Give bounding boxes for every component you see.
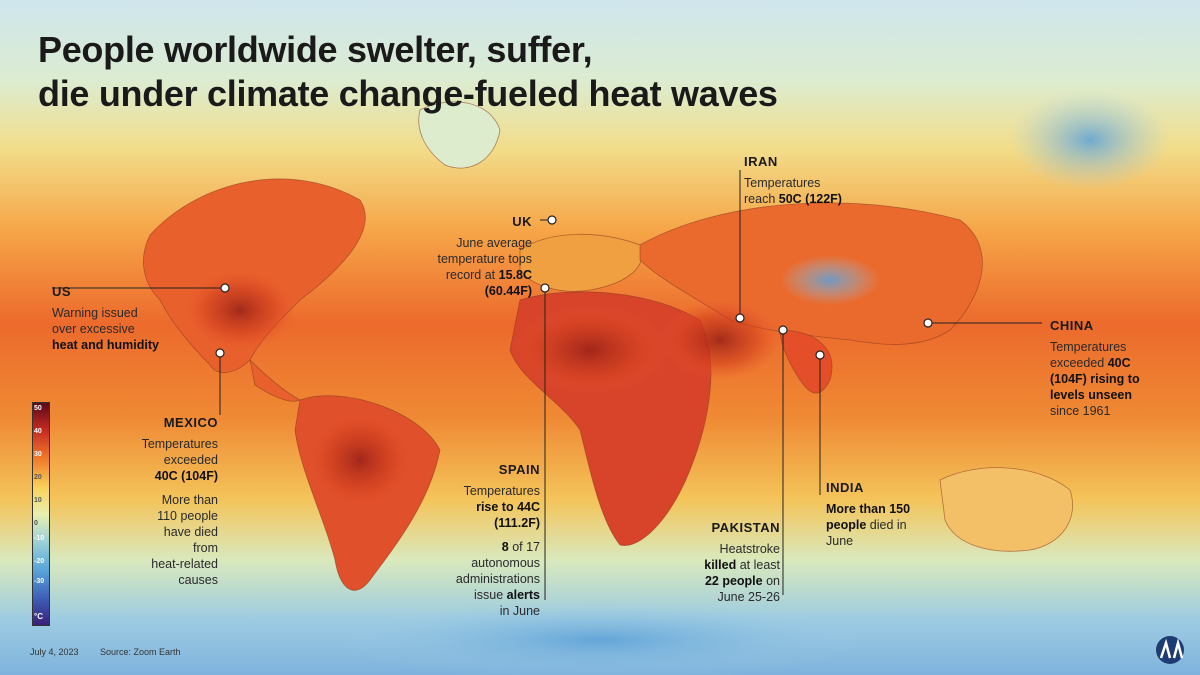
callout-uk-name: UK	[512, 214, 532, 229]
callout-us: US Warning issued over excessive heat an…	[52, 284, 222, 353]
callout-mexico-text: from	[193, 541, 218, 555]
heat-hotspots	[185, 90, 1170, 675]
callout-mexico-text: Temperatures	[141, 437, 218, 451]
callout-spain-text: administrations	[455, 572, 540, 586]
callout-iran: IRAN Temperatures reach 50C (122F)	[744, 154, 874, 207]
callout-us-text: over excessive	[52, 322, 135, 336]
callout-pakistan-text: on	[762, 574, 780, 588]
footer-source: Source: Zoom Earth	[100, 647, 181, 657]
legend-tick: -20	[34, 558, 45, 565]
china-marker	[923, 318, 933, 328]
callout-india-name: INDIA	[826, 480, 864, 495]
callout-mexico-text: have died	[163, 525, 218, 539]
callout-uk-text: June average	[456, 236, 532, 250]
callout-mexico-text: More than	[161, 493, 218, 507]
callout-mexico-text: exceeded	[163, 453, 218, 467]
callout-pakistan-text: at least	[736, 558, 780, 572]
callout-spain-name: SPAIN	[498, 462, 540, 477]
callout-india-text: died in	[866, 518, 907, 532]
callout-pakistan: PAKISTAN Heatstroke killed at least 22 p…	[680, 520, 780, 605]
australia	[939, 467, 1073, 552]
callout-china-name: CHINA	[1050, 318, 1094, 333]
callout-spain-text: Temperatures	[463, 484, 540, 498]
callout-spain-text: in June	[499, 604, 540, 618]
callout-china-text: Temperatures	[1050, 340, 1127, 354]
callout-china-text: since 1961	[1050, 404, 1111, 418]
callout-mexico: MEXICO Temperatures exceeded 40C (104F) …	[110, 415, 218, 588]
callout-iran-text: Temperatures	[744, 176, 821, 190]
spain-marker	[540, 283, 550, 293]
legend-tick: -10	[34, 535, 45, 542]
callout-iran-text: reach	[744, 192, 779, 206]
callout-us-highlight: heat and humidity	[52, 338, 159, 352]
footer-date: July 4, 2023	[30, 647, 79, 657]
callout-spain-text: autonomous	[471, 556, 540, 570]
callout-india-text: June	[826, 534, 854, 548]
callout-uk-text: record at	[445, 268, 499, 282]
callout-spain: SPAIN Temperatures rise to 44C (111.2F) …	[430, 462, 540, 619]
callout-china-highlight: levels unseen	[1050, 388, 1132, 402]
title-line-1: People worldwide swelter, suffer,	[38, 29, 593, 70]
callout-china: CHINA Temperatures exceeded 40C (104F) r…	[1050, 318, 1170, 419]
callout-pakistan-text: Heatstroke	[719, 542, 780, 556]
callout-us-name: US	[52, 284, 72, 299]
callout-spain-text: issue	[473, 588, 507, 602]
legend-tick: -30	[34, 578, 45, 585]
legend-tick: 30	[34, 451, 42, 458]
iran-marker	[735, 313, 745, 323]
legend-tick: 40	[34, 428, 42, 435]
callout-india-highlight: people	[826, 518, 867, 532]
callout-pakistan-name: PAKISTAN	[711, 520, 780, 535]
callout-china-highlight: (104F) rising to	[1050, 372, 1140, 386]
callout-china-highlight: 40C	[1107, 356, 1131, 370]
temperature-legend	[32, 402, 50, 626]
callout-mexico-highlight: 40C (104F)	[154, 469, 218, 483]
legend-tick: 20	[34, 474, 42, 481]
callout-mexico-text: heat-related	[151, 557, 218, 571]
callout-uk: UK June average temperature tops record …	[400, 214, 533, 299]
callout-spain-highlight: (111.2F)	[494, 516, 540, 530]
callout-pakistan-highlight: 22 people	[704, 574, 763, 588]
callout-spain-text: of 17	[508, 540, 540, 554]
callout-us-text: Warning issued	[52, 306, 138, 320]
pakistan-marker	[778, 325, 788, 335]
callout-iran-highlight: 50C (122F)	[778, 192, 842, 206]
callout-india-highlight: More than 150	[826, 502, 911, 516]
callout-pakistan-text: June 25-26	[717, 590, 780, 604]
callout-spain-highlight: rise to 44C	[476, 500, 540, 514]
mexico-marker	[215, 348, 225, 358]
greenland	[418, 101, 501, 169]
aa-logo: AA	[1156, 636, 1184, 665]
legend-unit: °C	[34, 612, 43, 621]
legend-tick: 0	[34, 520, 38, 527]
callout-mexico-name: MEXICO	[163, 415, 218, 430]
callout-spain-highlight: alerts	[506, 588, 540, 602]
india-marker	[815, 350, 825, 360]
callout-pakistan-highlight: killed	[704, 558, 737, 572]
callout-spain-highlight: 8	[501, 540, 509, 554]
callout-iran-name: IRAN	[744, 154, 778, 169]
legend-tick: 50	[34, 405, 42, 412]
callout-india: INDIA More than 150 people died in June	[826, 480, 936, 549]
callout-uk-text: temperature tops	[437, 252, 533, 266]
callout-mexico-text: 110 people	[157, 509, 218, 523]
callout-uk-highlight: (60.44F)	[484, 284, 532, 298]
uk-marker	[547, 215, 557, 225]
logo-text: AA	[1170, 662, 1172, 665]
callout-uk-highlight: 15.8C	[498, 268, 532, 282]
callout-mexico-text: causes	[178, 573, 218, 587]
page-title: People worldwide swelter, suffer, die un…	[38, 28, 778, 116]
callout-china-text: exceeded	[1050, 356, 1108, 370]
india-region	[779, 329, 833, 394]
legend-tick: 10	[34, 497, 42, 504]
us-marker	[220, 283, 230, 293]
title-line-2: die under climate change-fueled heat wav…	[38, 73, 778, 114]
leader-lines	[52, 170, 1042, 600]
location-markers	[215, 215, 933, 360]
